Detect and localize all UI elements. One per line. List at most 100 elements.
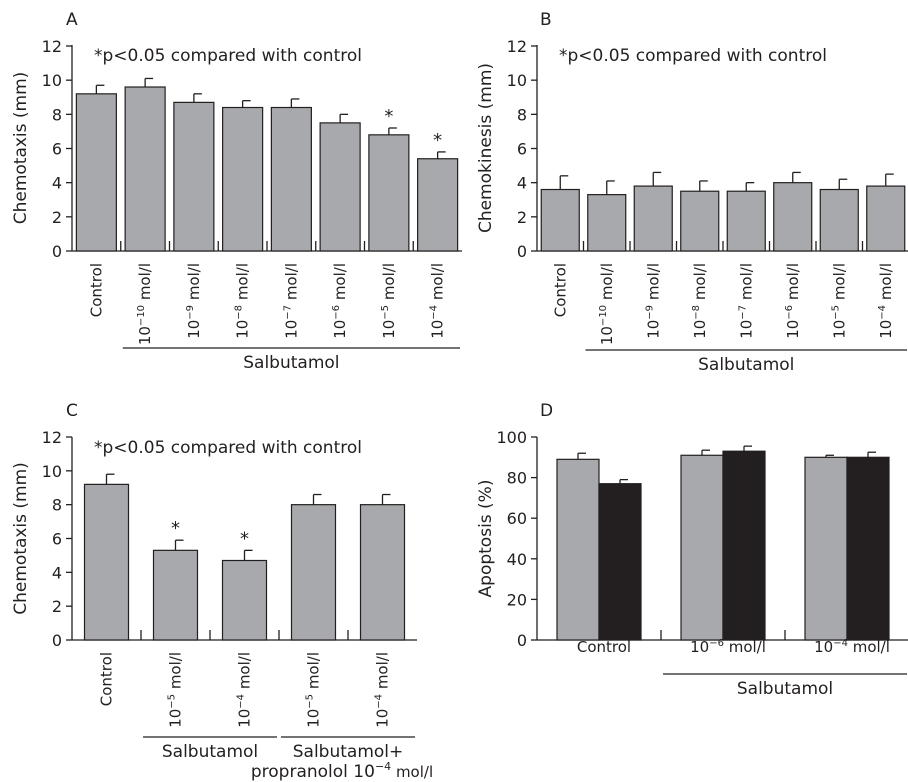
bar	[598, 483, 642, 641]
significance-asterisk: *	[384, 106, 393, 127]
significance-asterisk: *	[240, 528, 249, 549]
y-tick-label: 0	[52, 242, 62, 261]
bar	[540, 188, 580, 252]
panel-letter: C	[66, 401, 78, 421]
panel-letter: A	[66, 10, 78, 30]
y-tick-label: 6	[517, 140, 527, 159]
panel-c: C 0 2 4 6 8 10 12 Chemotaxis (mm) *p<0.05 compare…	[11, 401, 433, 782]
bar	[819, 188, 859, 252]
x-tick-label: 10−7 mol/l	[282, 263, 300, 339]
y-tick-label: 0	[517, 631, 527, 650]
bar	[319, 122, 361, 252]
y-tick-label: 20	[507, 590, 527, 609]
y-axis-label: Chemokinesis (mm)	[476, 63, 496, 233]
bar	[680, 454, 724, 641]
x-tick-label: 10−6 mol/l	[690, 638, 766, 656]
y-axis-label: Chemotaxis (mm)	[11, 462, 31, 615]
significance-note: *p<0.05 compared with control	[94, 438, 362, 458]
x-tick-label: 10−7 mol/l	[737, 263, 755, 339]
bar	[633, 185, 673, 252]
bar	[124, 86, 166, 252]
significance-note: *p<0.05 compared with control	[559, 46, 827, 66]
bar	[587, 194, 627, 252]
significance-asterisk: *	[433, 130, 442, 151]
y-tick-label: 10	[507, 71, 527, 90]
y-tick-label: 60	[507, 509, 527, 528]
x-tick-label: 10−5 mol/l	[380, 263, 398, 339]
y-tick-label: 10	[42, 71, 62, 90]
x-tick-label: 10−6 mol/l	[331, 263, 349, 339]
x-tick-label: 10−5 mol/l	[305, 652, 323, 728]
y-tick-label: 12	[507, 37, 527, 56]
bar	[726, 190, 766, 252]
group-label: Salbutamol	[737, 679, 833, 699]
x-tick-label: 10−4 mol/l	[877, 263, 895, 339]
x-tick-label: 10−9 mol/l	[644, 263, 662, 339]
x-tick-label: 10−4 mol/l	[814, 638, 890, 656]
x-tick-label: 10−9 mol/l	[185, 263, 203, 339]
y-tick-label: 8	[52, 105, 62, 124]
x-tick-label: 10−4 mol/l	[374, 652, 392, 728]
bar	[556, 458, 600, 641]
x-tick-label: 10−8 mol/l	[234, 263, 252, 339]
x-tick-label: 10−4 mol/l	[429, 263, 447, 339]
y-tick-label: 12	[42, 428, 62, 447]
significance-asterisk: *	[171, 518, 180, 539]
x-tick-label: 10−10 mol/l	[136, 263, 154, 345]
group-label: propranolol 10−4 mol/l	[251, 760, 433, 782]
x-tick-label: 10−5 mol/l	[830, 263, 848, 339]
bar	[417, 158, 459, 252]
x-tick-label: 10−10 mol/l	[598, 263, 616, 345]
y-tick-label: 10	[42, 462, 62, 481]
y-tick-label: 2	[52, 208, 62, 227]
y-axis-label: Apoptosis (%)	[476, 480, 496, 598]
group-label: Salbutamol	[698, 355, 794, 375]
group-label: Salbutamol	[162, 742, 258, 762]
significance-note: *p<0.05 compared with control	[94, 46, 362, 66]
y-axis-label: Chemotaxis (mm)	[11, 72, 31, 225]
bar	[846, 456, 890, 641]
bar	[75, 93, 117, 252]
y-tick-label: 8	[517, 105, 527, 124]
bar	[222, 106, 264, 252]
bar	[152, 549, 199, 641]
y-tick-label: 100	[496, 428, 527, 447]
bar	[270, 106, 312, 252]
y-tick-label: 12	[42, 37, 62, 56]
bar	[173, 101, 215, 252]
bar	[804, 456, 848, 641]
x-tick-label: 10−6 mol/l	[784, 263, 802, 339]
x-tick-label: 10−8 mol/l	[691, 263, 709, 339]
y-tick-label: 80	[507, 469, 527, 488]
x-tick-label: Control	[87, 263, 105, 317]
panel-letter: B	[540, 10, 552, 30]
y-tick-label: 6	[52, 140, 62, 159]
y-tick-label: 2	[52, 597, 62, 616]
bar	[83, 483, 130, 641]
y-tick-label: 40	[507, 550, 527, 569]
y-tick-label: 4	[517, 174, 527, 193]
x-tick-label: Control	[98, 652, 116, 706]
bar	[722, 450, 766, 641]
y-tick-label: 4	[52, 174, 62, 193]
x-tick-label: Control	[551, 263, 569, 317]
bar	[290, 504, 337, 641]
group-label: Salbutamol+	[293, 742, 404, 762]
bar	[680, 190, 720, 252]
y-tick-label: 6	[52, 530, 62, 549]
panel-a: A 0 2 4 6 8 10 12 Chemotaxis (mm) *p<0.05 compare…	[11, 10, 462, 373]
panel-d: D 0 20 40 60 80 100 Apoptosis (%) Control 10−6 mo…	[476, 401, 908, 699]
group-label: Salbutamol	[243, 353, 339, 373]
bar	[773, 182, 813, 252]
y-tick-label: 8	[52, 496, 62, 515]
x-tick-label: Control	[577, 638, 631, 656]
panel-b: B 0 2 4 6 8 10 12 Chemokinesis (mm) *p<0.05 compa…	[476, 10, 908, 375]
bar	[866, 185, 906, 252]
y-tick-label: 0	[52, 631, 62, 650]
y-tick-label: 4	[52, 563, 62, 582]
bar	[221, 559, 268, 641]
bar	[359, 504, 406, 641]
y-tick-label: 0	[517, 242, 527, 261]
bar	[368, 134, 410, 252]
